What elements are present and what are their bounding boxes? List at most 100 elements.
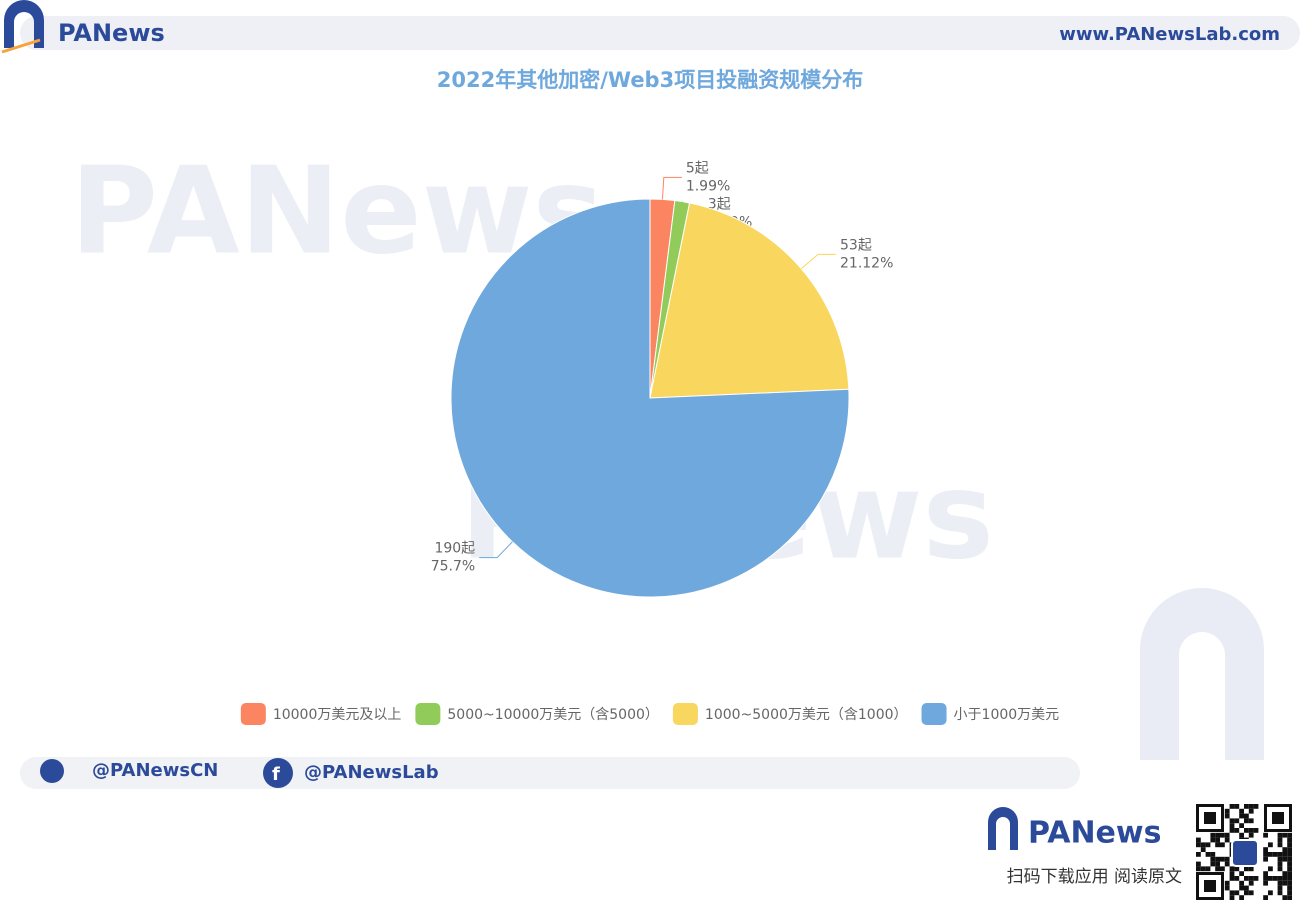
legend-swatch bbox=[240, 703, 266, 725]
qr-module bbox=[1277, 842, 1283, 848]
qr-module bbox=[1248, 876, 1254, 881]
qr-module bbox=[1229, 890, 1235, 896]
twitter-handle[interactable]: @PANewsCN bbox=[92, 760, 218, 781]
qr-module bbox=[1268, 890, 1273, 896]
legend-item[interactable]: 小于1000万美元 bbox=[921, 703, 1060, 725]
qr-module bbox=[1277, 880, 1283, 886]
logo-icon bbox=[4, 0, 44, 48]
qr-module bbox=[1244, 866, 1249, 872]
qr-module bbox=[1277, 876, 1283, 881]
qr-module bbox=[1196, 861, 1201, 867]
qr-module bbox=[1277, 832, 1283, 838]
qr-finder-core bbox=[1204, 880, 1216, 892]
qr-module bbox=[1268, 876, 1273, 881]
legend-item[interactable]: 5000~10000万美元（含5000） bbox=[415, 703, 659, 725]
qr-module bbox=[1282, 895, 1288, 900]
qr-module bbox=[1282, 871, 1288, 876]
twitter-icon[interactable] bbox=[40, 759, 64, 783]
qr-module bbox=[1229, 876, 1235, 881]
qr-module bbox=[1210, 852, 1216, 857]
qr-module bbox=[1253, 828, 1259, 833]
qr-module bbox=[1224, 861, 1230, 867]
leader-line bbox=[800, 253, 837, 270]
qr-module bbox=[1210, 837, 1216, 843]
header-bar bbox=[20, 16, 1300, 50]
qr-module bbox=[1205, 852, 1211, 857]
data-label: 3起 bbox=[708, 196, 731, 212]
qr-module bbox=[1239, 880, 1244, 886]
qr-module bbox=[1287, 852, 1292, 857]
qr-finder-core bbox=[1204, 812, 1216, 824]
qr-module bbox=[1244, 813, 1249, 819]
qr-module bbox=[1277, 890, 1283, 896]
qr-module bbox=[1287, 832, 1292, 838]
qr-module bbox=[1224, 856, 1230, 862]
qr-module bbox=[1282, 832, 1288, 838]
qr-module bbox=[1248, 880, 1254, 886]
legend-item[interactable]: 1000~5000万美元（含1000） bbox=[672, 703, 908, 725]
qr-module bbox=[1282, 847, 1288, 852]
qr-module bbox=[1229, 871, 1235, 876]
qr-module bbox=[1263, 847, 1268, 852]
qr-module bbox=[1239, 813, 1244, 819]
qr-module bbox=[1248, 808, 1254, 814]
qr-module bbox=[1200, 866, 1206, 872]
qr-module bbox=[1215, 866, 1220, 872]
qr-module bbox=[1263, 852, 1268, 857]
qr-module bbox=[1263, 876, 1268, 881]
qr-module bbox=[1287, 837, 1292, 843]
legend: 10000万美元及以上 5000~10000万美元（含5000） 1000~5000… bbox=[240, 703, 1060, 725]
legend-label: 10000万美元及以上 bbox=[273, 707, 402, 723]
qr-module bbox=[1224, 880, 1230, 886]
qr-module bbox=[1196, 842, 1201, 848]
qr-module bbox=[1263, 832, 1268, 838]
qr-module bbox=[1234, 866, 1240, 872]
qr-module bbox=[1205, 866, 1211, 872]
qr-code[interactable] bbox=[1194, 802, 1294, 902]
qr-module bbox=[1234, 876, 1240, 881]
qr-finder bbox=[1196, 804, 1224, 832]
qr-module bbox=[1248, 828, 1254, 833]
qr-module bbox=[1196, 852, 1201, 857]
qr-module bbox=[1282, 856, 1288, 862]
qr-module bbox=[1253, 876, 1259, 881]
facebook-handle[interactable]: @PANewsLab bbox=[304, 762, 439, 783]
qr-module bbox=[1287, 895, 1292, 900]
footer-logo-icon bbox=[988, 807, 1018, 850]
qr-module bbox=[1248, 890, 1254, 896]
qr-module bbox=[1282, 852, 1288, 857]
qr-module bbox=[1244, 885, 1249, 891]
legend-swatch bbox=[415, 703, 441, 725]
qr-module bbox=[1229, 895, 1235, 900]
qr-module bbox=[1248, 804, 1254, 809]
qr-module bbox=[1277, 837, 1283, 843]
qr-module bbox=[1196, 837, 1201, 843]
qr-module bbox=[1200, 842, 1206, 848]
qr-module bbox=[1229, 804, 1235, 809]
facebook-icon[interactable] bbox=[263, 758, 293, 788]
qr-module bbox=[1287, 847, 1292, 852]
qr-module bbox=[1239, 885, 1244, 891]
qr-module bbox=[1277, 861, 1283, 867]
qr-module bbox=[1205, 842, 1211, 848]
qr-module bbox=[1277, 856, 1283, 862]
qr-module bbox=[1210, 832, 1216, 838]
qr-module bbox=[1244, 828, 1249, 833]
qr-module bbox=[1215, 861, 1220, 867]
qr-module bbox=[1277, 866, 1283, 872]
legend-item[interactable]: 10000万美元及以上 bbox=[240, 703, 402, 725]
qr-module bbox=[1215, 837, 1220, 843]
qr-module bbox=[1210, 861, 1216, 867]
qr-finder-core bbox=[1272, 812, 1284, 824]
qr-module bbox=[1234, 818, 1240, 824]
pie-slice bbox=[450, 198, 850, 598]
header-url[interactable]: www.PANewsLab.com bbox=[1059, 24, 1280, 45]
qr-module bbox=[1277, 852, 1283, 857]
pie-slice bbox=[649, 202, 850, 399]
qr-module bbox=[1248, 818, 1254, 824]
percent-label: 75.7% bbox=[431, 559, 475, 575]
qr-module bbox=[1234, 828, 1240, 833]
qr-module bbox=[1287, 842, 1292, 848]
